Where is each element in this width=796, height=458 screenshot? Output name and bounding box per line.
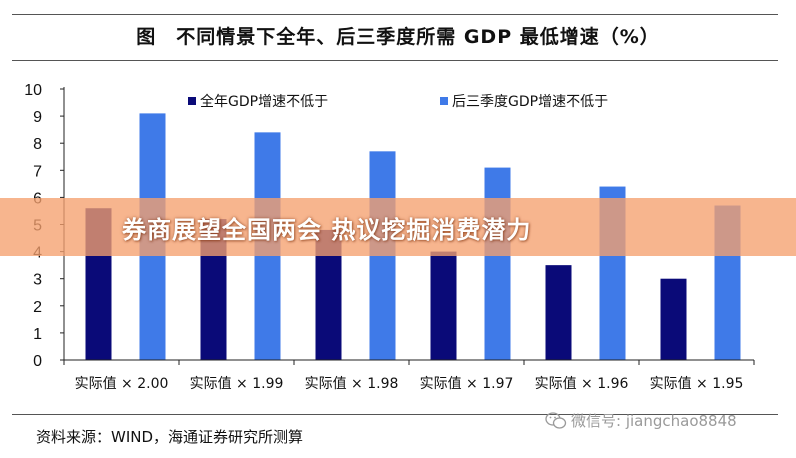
legend-label-1: 后三季度GDP增速不低于 <box>452 94 608 110</box>
y-tick-label-3: 3 <box>33 272 42 289</box>
title-rule <box>12 60 778 61</box>
y-tick-label-1: 1 <box>33 326 42 343</box>
x-tick-label-1: 实际值 × 1.99 <box>190 376 284 392</box>
y-tick-label-2: 2 <box>33 299 42 316</box>
legend-label-0: 全年GDP增速不低于 <box>200 93 328 110</box>
y-tick-label-10: 10 <box>24 82 42 99</box>
source-note: 资料来源：WIND，海通证券研究所测算 <box>36 428 304 446</box>
y-tick-label-8: 8 <box>33 136 42 153</box>
watermark-text: 微信号: jiangchao8848 <box>571 412 737 430</box>
wechat-watermark: 微信号: jiangchao8848 <box>545 410 737 431</box>
legend-swatch-0 <box>188 97 196 105</box>
x-tick-label-0: 实际值 × 2.00 <box>75 376 169 392</box>
bottom-rule <box>12 414 778 415</box>
x-tick-label-5: 实际值 × 1.95 <box>650 376 744 392</box>
figure-title: 图 不同情景下全年、后三季度所需 GDP 最低增速（%） <box>136 26 660 48</box>
legend-swatch-1 <box>440 97 448 105</box>
top-rule <box>12 14 778 15</box>
y-tick-label-9: 9 <box>33 109 42 126</box>
wechat-icon <box>545 411 567 429</box>
x-tick-label-4: 实际值 × 1.96 <box>535 376 629 392</box>
x-tick-label-2: 实际值 × 1.98 <box>305 376 399 392</box>
y-tick-label-0: 0 <box>33 353 42 370</box>
headline-text: 券商展望全国两会 热议挖掘消费潜力 <box>122 216 532 244</box>
bar-full-year-5 <box>660 278 687 360</box>
x-tick-label-3: 实际值 × 1.97 <box>420 376 514 392</box>
bar-full-year-4 <box>545 265 572 360</box>
bar-full-year-3 <box>430 251 457 360</box>
bar-q2-q4-3 <box>484 167 511 360</box>
y-tick-label-7: 7 <box>33 163 42 180</box>
headline-banner <box>0 198 796 256</box>
